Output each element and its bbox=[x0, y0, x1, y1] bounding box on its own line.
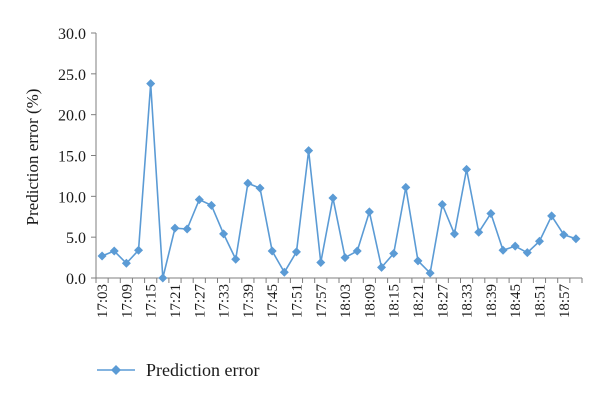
data-point bbox=[449, 229, 459, 239]
legend-marker bbox=[111, 365, 121, 375]
x-tick-label: 18:21 bbox=[411, 284, 427, 318]
data-point bbox=[534, 236, 544, 246]
data-point bbox=[462, 164, 472, 174]
data-point bbox=[231, 254, 241, 264]
data-point bbox=[486, 208, 496, 218]
x-tick-label: 18:15 bbox=[387, 284, 403, 318]
y-tick-label: 10.0 bbox=[58, 189, 86, 206]
x-tick-label: 17:09 bbox=[119, 284, 135, 318]
data-point bbox=[316, 257, 326, 267]
legend: Prediction error bbox=[97, 360, 259, 380]
data-point bbox=[510, 241, 520, 251]
y-tick-label: 0.0 bbox=[66, 271, 86, 288]
x-tick-label: 18:45 bbox=[508, 284, 524, 318]
data-point bbox=[243, 178, 253, 188]
data-point bbox=[389, 249, 399, 258]
data-point bbox=[134, 245, 144, 255]
x-tick-label: 17:51 bbox=[289, 284, 305, 318]
x-tick-label: 17:39 bbox=[241, 284, 257, 318]
data-point bbox=[182, 224, 192, 234]
x-tick-label: 17:57 bbox=[314, 284, 330, 319]
x-tick-label: 18:09 bbox=[362, 284, 378, 318]
x-tick-label: 18:27 bbox=[435, 284, 451, 319]
y-tick-label: 20.0 bbox=[58, 108, 86, 125]
data-point bbox=[425, 268, 435, 278]
data-point bbox=[170, 223, 180, 233]
x-tick-label: 17:15 bbox=[144, 284, 160, 318]
data-point bbox=[158, 273, 168, 283]
y-tick-label: 5.0 bbox=[66, 230, 86, 247]
x-tick-label: 17:33 bbox=[217, 284, 233, 318]
data-point bbox=[219, 229, 229, 239]
y-tick-label: 30.0 bbox=[58, 26, 86, 43]
data-point bbox=[279, 267, 289, 277]
legend-label: Prediction error bbox=[146, 360, 259, 380]
data-point bbox=[291, 247, 301, 257]
data-point bbox=[109, 246, 119, 256]
x-tick-label: 17:03 bbox=[95, 284, 111, 318]
data-point bbox=[413, 256, 423, 266]
x-axis-ticks: 17:03 17:09 17:15 17:21 17:27 17:33 17:39 17:45… bbox=[95, 278, 583, 319]
x-tick-label: 17:45 bbox=[265, 284, 281, 318]
x-tick-label: 18:51 bbox=[532, 284, 548, 318]
data-point bbox=[437, 200, 447, 209]
x-tick-label: 18:03 bbox=[338, 284, 354, 318]
y-axis-ticks: 0.0 5.0 10.0 15.0 20.0 25.0 30.0 bbox=[58, 26, 96, 288]
data-point bbox=[571, 234, 581, 244]
data-point bbox=[267, 246, 277, 256]
data-point bbox=[328, 193, 338, 203]
data-point bbox=[547, 211, 557, 221]
data-point bbox=[146, 79, 156, 89]
data-point bbox=[352, 246, 362, 256]
axes bbox=[95, 33, 582, 279]
x-tick-label: 17:21 bbox=[168, 284, 184, 318]
y-axis-label: Prediction error (%) bbox=[23, 89, 42, 226]
data-point bbox=[377, 262, 387, 272]
x-tick-label: 17:27 bbox=[192, 284, 208, 319]
data-point bbox=[304, 146, 314, 156]
data-point bbox=[340, 253, 350, 263]
data-point bbox=[401, 182, 411, 192]
data-point bbox=[559, 230, 569, 240]
data-point bbox=[364, 207, 374, 217]
x-tick-label: 18:39 bbox=[484, 284, 500, 318]
y-tick-label: 15.0 bbox=[58, 149, 86, 166]
data-point bbox=[194, 195, 204, 205]
data-point bbox=[522, 248, 532, 258]
series-prediction-error bbox=[97, 79, 581, 283]
series-line bbox=[101, 82, 577, 279]
data-point bbox=[97, 251, 107, 261]
x-tick-label: 18:57 bbox=[557, 284, 573, 319]
data-point bbox=[206, 200, 216, 210]
data-point bbox=[255, 183, 265, 193]
data-point bbox=[474, 227, 484, 237]
data-point bbox=[498, 245, 508, 255]
y-tick-label: 25.0 bbox=[58, 67, 86, 84]
data-point bbox=[121, 258, 131, 268]
x-tick-label: 18:33 bbox=[460, 284, 476, 318]
